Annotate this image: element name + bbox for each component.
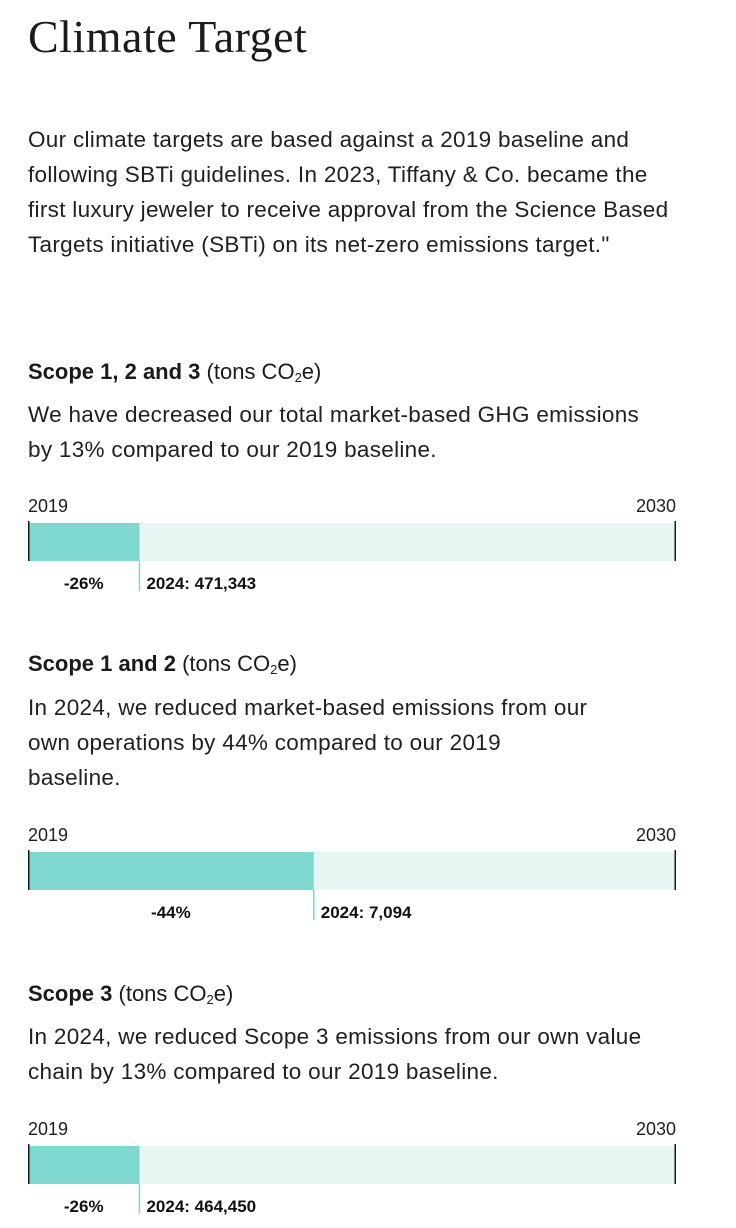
scope-title: Scope 3 (tons CO2e) [28, 979, 233, 1009]
progress-chart: -44% 2024: 7,094 [28, 850, 676, 922]
scope-title: Scope 1 and 2 (tons CO2e) [28, 649, 297, 679]
scope-description: In 2024, we reduced Scope 3 emissions fr… [28, 1024, 642, 1084]
scope-unit: (tons CO2e) [118, 981, 234, 1007]
start-year-label: 2019 [28, 825, 69, 845]
end-year-label: 2030 [635, 1119, 676, 1139]
scope-description: In 2024, we reduced market-based emissio… [28, 695, 588, 790]
scope-title: Scope 1, 2 and 3 (tons CO2e) [28, 357, 321, 387]
start-year-label: 2019 [28, 496, 69, 516]
progress-chart: -26% 2024: 471,343 [28, 521, 676, 593]
change-label: -26% [64, 1197, 104, 1216]
scope-description: We have decreased our total market-based… [28, 402, 640, 462]
progress-chart: -26% 2024: 464,450 [28, 1144, 676, 1216]
change-label: -26% [64, 574, 104, 593]
value-label: 2024: 471,343 [146, 574, 256, 593]
bar-progress [28, 523, 140, 561]
scope-section-1-2: Scope 1 and 2 (tons CO2e) In 2024, we re… [28, 649, 708, 929]
scope-unit: (tons CO2e) [206, 359, 322, 385]
scope-name: Scope 3 [28, 981, 113, 1006]
scope-name: Scope 1 and 2 [28, 651, 176, 676]
scope-unit: (tons CO2e) [182, 651, 297, 677]
bar-progress [28, 1146, 140, 1184]
end-year-label: 2030 [635, 825, 676, 845]
intro-paragraph: Our climate targets are based against a … [28, 127, 669, 257]
value-label: 2024: 7,094 [321, 903, 412, 922]
change-label: -44% [151, 903, 191, 922]
value-label: 2024: 464,450 [146, 1197, 256, 1216]
scope-name: Scope 1, 2 and 3 [28, 359, 201, 384]
start-year-label: 2019 [28, 1119, 69, 1139]
scope-section-3: Scope 3 (tons CO2e) In 2024, we reduced … [28, 979, 708, 1228]
bar-progress [28, 852, 314, 890]
end-year-label: 2030 [635, 496, 676, 516]
scope-section-1-2-3: Scope 1, 2 and 3 (tons CO2e) We have dec… [28, 357, 708, 607]
page-title: Climate Target [28, 11, 308, 62]
